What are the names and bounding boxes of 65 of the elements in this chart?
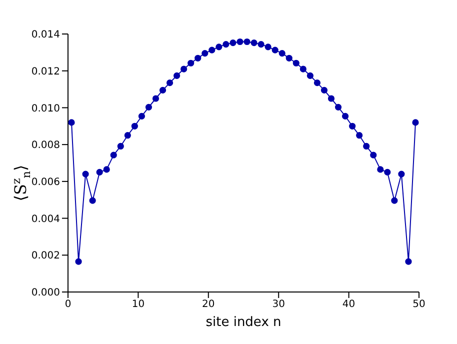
y-tick-label: 0.002: [31, 250, 60, 262]
x-tick-label: 10: [132, 299, 145, 310]
point: [222, 41, 230, 48]
x-tick-label: 30: [272, 299, 285, 310]
point: [356, 132, 363, 139]
point: [110, 152, 117, 158]
point: [236, 38, 244, 46]
point: [320, 86, 328, 94]
point: [292, 60, 300, 66]
point: [363, 142, 370, 150]
point: [244, 38, 250, 46]
point: [405, 258, 412, 265]
y-tick-label: 0.000: [31, 288, 60, 299]
point: [89, 197, 96, 204]
point: [349, 122, 356, 130]
y-tick-label: 0.012: [31, 66, 60, 78]
x-axis-title: site index n: [206, 315, 282, 330]
point: [314, 80, 321, 86]
point: [264, 44, 272, 50]
x-tick-label: 50: [412, 299, 426, 310]
point: [188, 60, 194, 66]
point: [272, 46, 278, 54]
point: [278, 50, 286, 57]
point: [398, 170, 405, 178]
point: [286, 54, 292, 62]
point: [300, 66, 306, 72]
point: [96, 168, 103, 176]
point: [68, 119, 75, 126]
y-tick-label: 0.010: [31, 103, 60, 114]
point: [117, 142, 124, 150]
point: [145, 104, 152, 110]
point: [377, 166, 384, 173]
point: [328, 95, 335, 102]
point: [131, 122, 138, 130]
point: [391, 197, 398, 204]
y-tick-label: 0.006: [31, 176, 60, 188]
x-tick-label: 0: [64, 299, 72, 310]
y-tick-label: 0.014: [31, 30, 60, 41]
point: [216, 44, 222, 50]
x-tick-label: 40: [342, 299, 356, 310]
point: [194, 54, 202, 62]
point: [250, 40, 258, 46]
point: [334, 104, 342, 110]
point: [152, 95, 160, 102]
point: [230, 40, 236, 46]
point: [75, 258, 82, 265]
point: [258, 41, 264, 48]
point: [138, 112, 146, 120]
point: [180, 66, 188, 72]
point: [306, 72, 314, 79]
point: [159, 86, 166, 94]
point: [174, 72, 180, 79]
point: [82, 170, 89, 178]
point: [124, 132, 131, 139]
point: [202, 50, 208, 57]
point: [103, 166, 110, 173]
x-tick-label: 20: [202, 299, 215, 310]
point: [370, 152, 377, 158]
y-tick-label: 0.004: [31, 214, 60, 225]
point: [208, 46, 216, 54]
point: [166, 80, 174, 86]
point: [384, 168, 391, 176]
point: [412, 119, 419, 126]
y-tick-label: 0.008: [31, 140, 60, 152]
point: [342, 112, 349, 120]
